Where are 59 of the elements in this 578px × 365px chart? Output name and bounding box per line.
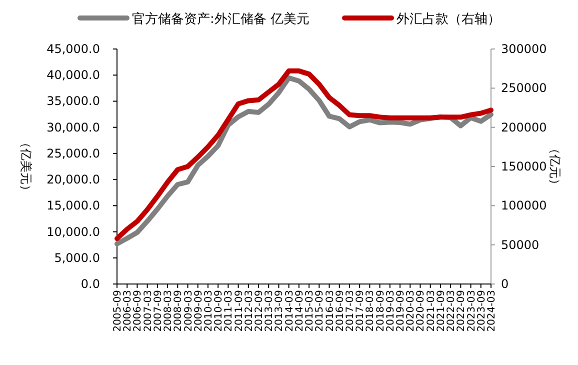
x-tick-label: 2010-09 xyxy=(214,290,225,332)
y-tick-label: 30,000.0 xyxy=(46,120,100,134)
y-tick-label: 20,000.0 xyxy=(46,172,100,187)
x-tick-label: 2012-09 xyxy=(254,290,266,332)
y-tick-label: 5,000.0 xyxy=(54,250,100,265)
x-tick-label: 2005-09 xyxy=(112,290,124,332)
x-tick-label: 2017-09 xyxy=(355,290,366,332)
x-tick-label: 2007-09 xyxy=(152,290,164,332)
legend-label: 外汇占款（右轴） xyxy=(396,12,501,27)
legend-label: 官方储备资产:外汇储备 亿美元 xyxy=(132,11,310,27)
y-tick-label: 40,000.0 xyxy=(46,68,100,82)
x-tick-label: 2008-09 xyxy=(173,290,184,332)
y2-tick-label: 250000 xyxy=(501,81,547,96)
y-tick-label: 10,000.0 xyxy=(46,224,100,239)
x-tick-label: 2013-09 xyxy=(274,290,286,332)
y-tick-label: 25,000.0 xyxy=(46,146,100,160)
x-tick-label: 2015-03 xyxy=(304,290,316,332)
y2-axis-title: （亿元） xyxy=(548,142,562,190)
x-tick-label: 2006-09 xyxy=(132,290,144,332)
x-tick-label: 2008-03 xyxy=(163,290,174,332)
x-tick-label: 2009-09 xyxy=(193,290,204,332)
x-tick-label: 2023-09 xyxy=(476,290,488,332)
x-tick-label: 2011-03 xyxy=(224,290,235,332)
x-tick-label: 2021-09 xyxy=(436,290,447,332)
x-tick-label: 2018-09 xyxy=(375,290,386,332)
x-tick-label: 2013-03 xyxy=(264,290,276,332)
y-tick-label: 0.0 xyxy=(80,277,100,291)
x-tick-label: 2022-03 xyxy=(446,290,458,332)
y2-tick-label: 150000 xyxy=(501,160,547,174)
x-tick-label: 2019-09 xyxy=(396,290,407,332)
x-tick-label: 2019-03 xyxy=(385,290,396,332)
x-tick-label: 2012-03 xyxy=(244,290,255,332)
y-tick-label: 45,000.0 xyxy=(46,42,100,56)
y2-tick-label: 100000 xyxy=(501,198,547,213)
x-tick-label: 2017-03 xyxy=(344,290,356,332)
x-tick-label: 2014-03 xyxy=(284,290,296,332)
x-tick-label: 2020-03 xyxy=(406,290,417,332)
x-tick-label: 2021-03 xyxy=(426,290,437,332)
y2-tick-label: 50000 xyxy=(501,238,540,252)
x-tick-label: 2023-03 xyxy=(466,290,478,332)
x-tick-label: 2016-09 xyxy=(334,290,346,332)
x-tick-label: 2011-09 xyxy=(234,290,245,332)
x-tick-label: 2009-03 xyxy=(183,290,194,332)
x-tick-label: 2010-03 xyxy=(203,290,214,332)
x-tick-label: 2024-03 xyxy=(486,290,498,332)
x-tick-label: 2015-09 xyxy=(314,290,326,332)
x-tick-label: 2016-03 xyxy=(324,290,336,332)
y2-tick-label: 200000 xyxy=(501,120,547,134)
y-axis-title: （亿美元） xyxy=(19,136,33,196)
x-tick-label: 2006-03 xyxy=(122,290,134,332)
y-tick-label: 15,000.0 xyxy=(46,198,100,213)
x-tick-label: 2014-09 xyxy=(294,290,306,332)
y-tick-label: 35,000.0 xyxy=(46,94,100,108)
x-tick-label: 2020-09 xyxy=(416,290,427,332)
x-tick-label: 2018-03 xyxy=(365,290,376,332)
x-tick-label: 2007-03 xyxy=(142,290,154,332)
x-tick-label: 2022-09 xyxy=(456,290,468,332)
y2-tick-label: 0 xyxy=(501,277,509,291)
y2-tick-label: 300000 xyxy=(501,42,547,56)
